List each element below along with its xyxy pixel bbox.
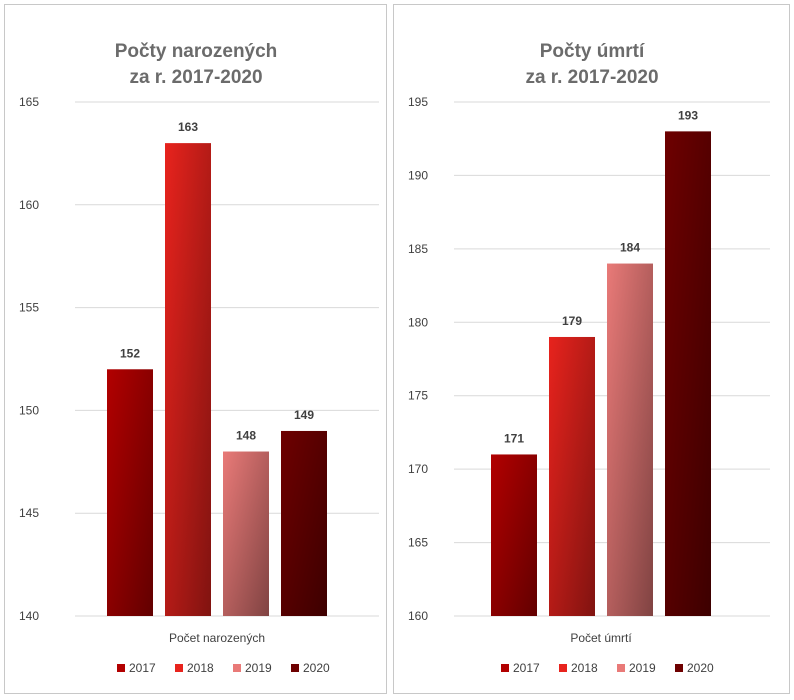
legend-label: 2018: [187, 661, 214, 675]
chart-title-line: za r. 2017-2020: [129, 67, 262, 88]
y-tick-label: 180: [408, 315, 428, 329]
y-tick-label: 150: [19, 403, 39, 417]
y-tick-label: 160: [19, 198, 39, 212]
data-label: 184: [620, 241, 640, 255]
chart-title-line: za r. 2017-2020: [525, 67, 658, 88]
legend-swatch-2019: [233, 664, 241, 672]
chart-title-line: Počty úmrtí: [540, 41, 645, 62]
data-label: 163: [178, 120, 198, 134]
legend-label: 2017: [513, 661, 540, 675]
data-label: 149: [294, 408, 314, 422]
deaths-chart-panel: Počty úmrtí za r. 2017-2020 160 165 170 175 18…: [393, 4, 790, 694]
legend-swatch-2020: [675, 664, 683, 672]
data-label: 193: [678, 108, 698, 122]
legend-swatch-2018: [175, 664, 183, 672]
data-label: 171: [504, 431, 524, 445]
births-chart: Počty narozených za r. 2017-2020 140 145 150…: [19, 41, 379, 675]
legend-swatch-2019: [617, 664, 625, 672]
legend-label: 2019: [245, 661, 272, 675]
legend-label: 2020: [687, 661, 714, 675]
legend-swatch-2020: [291, 664, 299, 672]
bar-2017: [107, 369, 153, 616]
y-tick-label: 170: [408, 462, 428, 476]
category-axis-label: Počet narozených: [169, 631, 265, 645]
bar-2020: [665, 131, 711, 616]
bar-2017: [491, 454, 537, 616]
legend-swatch-2017: [501, 664, 509, 672]
deaths-chart: Počty úmrtí za r. 2017-2020 160 165 170 175 18…: [408, 41, 770, 675]
y-tick-label: 165: [19, 95, 39, 109]
chart-title-line: Počty narozených: [115, 41, 278, 62]
y-tick-label: 140: [19, 609, 39, 623]
bar-2018: [549, 336, 595, 616]
legend-swatch-2017: [117, 664, 125, 672]
data-label: 148: [236, 429, 256, 443]
y-tick-label: 195: [408, 95, 428, 109]
bar-2020: [281, 430, 327, 616]
y-tick-label: 160: [408, 609, 428, 623]
births-chart-panel: Počty narozených za r. 2017-2020 140 145 150…: [4, 4, 387, 694]
bar-2019: [607, 263, 653, 616]
y-tick-label: 145: [19, 506, 39, 520]
data-label: 152: [120, 346, 140, 360]
data-label: 179: [562, 314, 582, 328]
y-tick-label: 165: [408, 536, 428, 550]
category-axis-label: Počet úmrtí: [570, 631, 632, 645]
bar-2018: [165, 143, 211, 616]
legend-label: 2018: [571, 661, 598, 675]
y-tick-label: 175: [408, 389, 428, 403]
legend-label: 2017: [129, 661, 156, 675]
y-tick-label: 155: [19, 301, 39, 315]
y-tick-label: 185: [408, 242, 428, 256]
legend-label: 2019: [629, 661, 656, 675]
y-tick-label: 190: [408, 168, 428, 182]
legend-swatch-2018: [559, 664, 567, 672]
legend-label: 2020: [303, 661, 330, 675]
bar-2019: [223, 451, 269, 616]
